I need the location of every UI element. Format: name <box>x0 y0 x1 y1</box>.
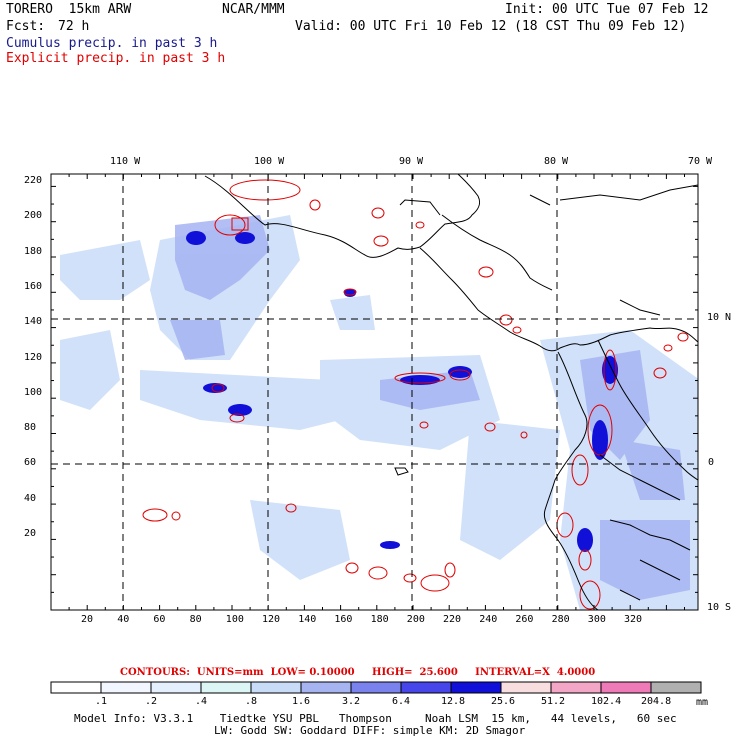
x-tick-label: 80 <box>189 614 202 625</box>
colorbar-swatch <box>150 681 202 694</box>
y-tick-label: 40 <box>24 492 37 504</box>
x-tick-label: 120 <box>262 614 281 625</box>
colorbar-label: 25.6 <box>491 696 516 707</box>
forecast-label: Fcst: <box>6 19 46 34</box>
explicit-precip-contours <box>142 179 689 610</box>
lat-label-10n: 10 N <box>707 312 732 323</box>
y-tick-label: 180 <box>24 245 43 257</box>
x-tick-label: 240 <box>479 614 498 625</box>
y-tick-label: 220 <box>24 175 43 186</box>
colorbar-label: .1 <box>94 696 108 707</box>
colorbar-label: 3.2 <box>341 696 361 707</box>
colorbar-label: 102.4 <box>591 696 622 707</box>
lat-label-10s: 10 S <box>707 602 732 613</box>
y-tick-label: 100 <box>24 386 43 398</box>
x-tick-label: 100 <box>225 614 244 625</box>
coastlines <box>204 174 698 610</box>
lon-label-100w: 100 W <box>254 156 285 167</box>
lat-lon-grid <box>51 174 698 610</box>
colorbar-label: 6.4 <box>391 696 411 707</box>
model-info: Model Info: V3.3.1 Tiedtke YSU PBL Thomp… <box>74 712 677 725</box>
contours-info: CONTOURS: UNITS=mm LOW= 0.10000 HIGH= 25… <box>120 667 596 678</box>
model-name: TORERO 15km ARW <box>6 2 132 17</box>
colorbar-label: .8 <box>244 696 258 707</box>
colorbar-label: 51.2 <box>541 696 566 707</box>
organization: NCAR/MMM <box>222 2 285 17</box>
colorbar-swatch <box>450 681 502 694</box>
x-tick-label: 300 <box>587 614 606 625</box>
colorbar-swatch <box>200 681 252 694</box>
x-tick-label: 320 <box>624 614 643 625</box>
valid-time: Valid: 00 UTC Fri 10 Feb 12 (18 CST Thu … <box>295 19 687 34</box>
x-tick-label: 180 <box>370 614 389 625</box>
model-physics: LW: Godd SW: Goddard DIFF: simple KM: 2D… <box>214 724 526 737</box>
y-tick-label: 140 <box>24 316 43 328</box>
colorbar-units: mm <box>696 697 709 708</box>
colorbar-swatch <box>550 681 602 694</box>
colorbar-label: 1.6 <box>291 696 311 707</box>
colorbar-label: .2 <box>144 696 158 707</box>
lon-label-80w: 80 W <box>544 156 569 167</box>
x-tick-label: 200 <box>406 614 425 625</box>
colorbar-swatch <box>500 681 552 694</box>
colorbar-swatch <box>250 681 302 694</box>
y-tick-label: 200 <box>24 210 43 222</box>
x-tick-label: 40 <box>117 614 130 625</box>
x-tick-label: 160 <box>334 614 353 625</box>
x-tick-label: 280 <box>551 614 570 625</box>
colorbar-swatch <box>400 681 452 694</box>
cumulus-legend-title: Cumulus precip. in past 3 h <box>6 36 218 51</box>
colorbar-swatch <box>300 681 352 694</box>
colorbar-swatch <box>100 681 152 694</box>
lon-label-90w: 90 W <box>399 156 424 167</box>
y-tick-label: 60 <box>24 457 37 469</box>
y-tick-label: 80 <box>24 422 37 434</box>
x-tick-label: 20 <box>81 614 94 625</box>
colorbar-swatch <box>650 681 702 694</box>
colorbar-label: .4 <box>194 696 208 707</box>
x-tick-label: 140 <box>298 614 317 625</box>
colorbar-label: 12.8 <box>441 696 466 707</box>
colorbar-swatch <box>50 681 102 694</box>
lon-label-70w: 70 W <box>688 156 713 167</box>
x-tick-label: 220 <box>443 614 462 625</box>
x-tick-label: 60 <box>153 614 166 625</box>
forecast-hours: 72 h <box>58 19 90 34</box>
explicit-legend-title: Explicit precip. in past 3 h <box>6 51 226 66</box>
y-tick-label: 20 <box>24 528 37 539</box>
map-frame <box>50 173 699 611</box>
lat-label-0: 0 <box>708 457 715 468</box>
init-time: Init: 00 UTC Tue 07 Feb 12 <box>505 2 709 17</box>
colorbar-swatch <box>600 681 652 694</box>
y-tick-label: 160 <box>24 280 43 292</box>
colorbar-label: 204.8 <box>641 696 672 707</box>
x-tick-label: 260 <box>515 614 534 625</box>
colorbar-swatch <box>350 681 402 694</box>
y-tick-label: 120 <box>24 351 43 363</box>
lon-label-110w: 110 W <box>110 156 141 167</box>
